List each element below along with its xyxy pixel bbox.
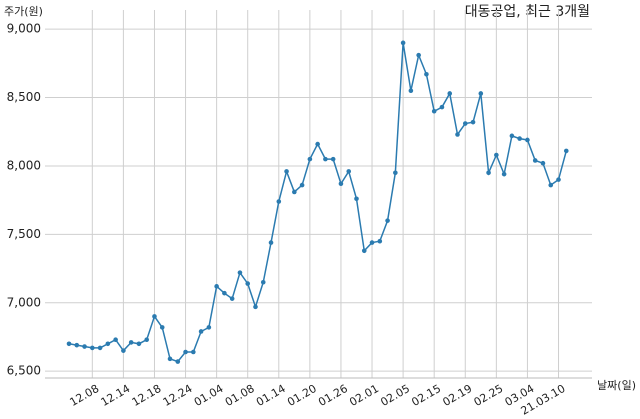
point [393,170,398,176]
y-tick-label: 8,000 [7,158,41,172]
x-tick-label: 01.14 [254,382,288,409]
point [361,248,367,254]
point [183,349,188,355]
x-tick-label: 02.19 [440,382,474,409]
point [400,40,406,46]
point [268,240,274,245]
line [68,42,568,363]
point [105,341,111,347]
point [563,148,569,154]
y-tick-label: 8,500 [7,90,41,104]
point [323,156,328,162]
point [525,137,530,143]
point [447,91,453,96]
point [501,171,507,177]
x-tick-label: 12.08 [68,382,102,409]
point [136,341,142,347]
y-tick-label: 6,500 [7,364,41,378]
point [330,156,336,162]
point [214,284,219,289]
y-axis-label: 주가(원) [4,5,43,18]
x-tick-label: 12.24 [161,382,195,409]
point [276,199,282,204]
x-tick-label: 01.26 [316,382,350,409]
point [540,160,546,166]
point [90,345,95,351]
point [346,169,352,174]
point [439,104,445,110]
point [237,270,243,275]
y-tick-label: 7,500 [7,227,41,241]
point [97,345,103,351]
point [113,337,118,342]
x-tick-label: 02.05 [378,382,412,409]
point [128,340,134,345]
point [385,218,390,223]
x-tick-label: 01.08 [223,382,257,409]
point [82,344,87,349]
point [206,325,212,330]
point [245,281,251,286]
point [159,325,165,330]
point [284,169,289,174]
point [478,91,484,96]
point [121,348,126,353]
point [175,359,181,364]
point [494,152,499,158]
x-tick-label: 12.18 [130,382,164,409]
point [556,177,561,182]
point [260,279,266,285]
y-tick-label: 9,000 [7,22,41,36]
point [470,119,476,125]
point [354,196,359,202]
point [517,136,522,141]
point [74,342,80,348]
point [377,238,383,244]
point [486,170,491,176]
point [462,121,468,126]
point [509,133,515,139]
x-tick-label: 01.04 [192,382,226,409]
point [416,52,421,58]
point [431,108,437,114]
point [253,304,258,310]
point [152,314,157,319]
x-axis-label: 날짜(일) [597,378,636,392]
point [408,88,414,94]
point [229,296,235,301]
point [299,182,305,188]
point [455,132,460,137]
point [338,181,344,187]
x-tick-label: 02.15 [409,382,443,409]
point [292,189,297,195]
y-tick-label: 7,000 [7,295,41,309]
point [144,337,149,342]
point [66,341,72,347]
point [307,156,313,162]
x-tick-label: 01.20 [285,382,319,409]
x-tick-label: 02.25 [472,382,506,409]
point [315,141,320,147]
point [424,71,429,77]
point [369,240,375,245]
point [548,182,554,188]
point [191,349,196,355]
point [532,158,538,163]
point [222,290,227,296]
point [198,329,204,334]
point [167,356,173,362]
x-tick-label: 12.14 [99,382,133,409]
x-tick-label: 02.01 [347,382,381,409]
